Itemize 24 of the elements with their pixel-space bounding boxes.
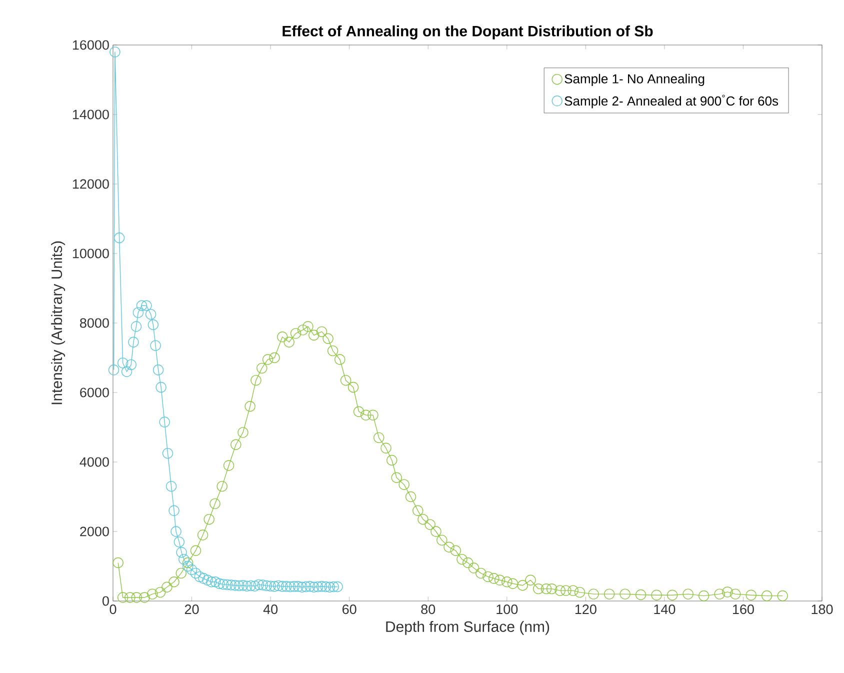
y-tick-label: 10000: [72, 248, 109, 258]
y-tick-label: 14000: [72, 110, 109, 120]
x-tick-label: 100: [496, 604, 518, 614]
y-tick-label: 4000: [80, 457, 109, 467]
chart-title: Effect of Annealing on the Dopant Distribution of Sb: [282, 25, 653, 40]
x-tick-label: 20: [184, 604, 199, 614]
x-tick-label: 80: [421, 604, 436, 614]
y-tick-label: 16000: [72, 40, 109, 50]
y-tick-label: 12000: [72, 179, 109, 189]
x-tick-label: 0: [110, 604, 116, 614]
x-tick-label: 120: [575, 604, 596, 614]
x-tick-label: 180: [812, 604, 833, 614]
y-tick-label: 8000: [80, 318, 109, 328]
y-axis-title: Intensity (Arbitrary Units): [51, 241, 66, 404]
legend-label: Sample 1- No Annealing: [564, 74, 704, 86]
x-tick-label: 160: [733, 604, 754, 614]
y-tick-label: 6000: [80, 388, 109, 398]
x-tick-label: 60: [342, 604, 356, 614]
x-axis-title: Depth from Surface (nm): [386, 620, 550, 635]
x-tick-label: 40: [263, 604, 278, 614]
x-tick-label: 140: [654, 604, 676, 614]
y-tick-label: 2000: [80, 526, 109, 536]
legend-label: Sample 2- Annealed at 900$^{°}$C for 60s: [564, 94, 778, 108]
y-tick-label: 0: [102, 596, 109, 606]
